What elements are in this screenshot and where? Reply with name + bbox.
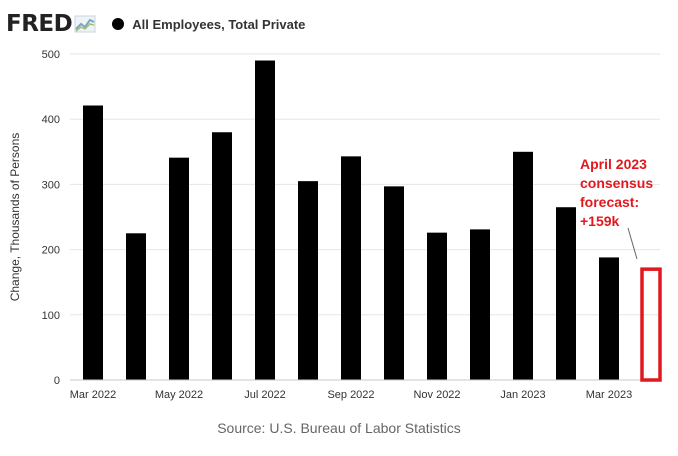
bar-may-2022	[169, 157, 189, 380]
annotation-line: consensus	[580, 175, 654, 191]
y-axis-title-text: Change, Thousands of Persons	[8, 132, 22, 302]
fred-logo: FRED	[6, 11, 73, 37]
bar-chart: 0 100 200 300 400 500 Mar 2022 May 2022 Jul 202…	[42, 49, 662, 401]
bar-jul-2022	[255, 60, 275, 381]
y-tick-label: 400	[42, 114, 60, 126]
y-axis-title: Change, Thousands of Persons	[6, 54, 24, 380]
y-axis-ticks: 0 100 200 300 400 500	[42, 49, 60, 387]
bar-feb-2023	[556, 207, 576, 380]
legend: All Employees, Total Private	[112, 17, 305, 32]
fred-logo-chart-icon	[74, 15, 96, 33]
legend-series-marker	[112, 18, 125, 30]
chart-header: FRED All Employees, Total Private	[6, 10, 305, 38]
x-tick-label: May 2022	[155, 389, 203, 401]
x-axis-ticks: Mar 2022 May 2022 Jul 2022 Sep 2022 Nov 2022…	[70, 379, 660, 401]
bar-aug-2022	[298, 181, 318, 380]
x-tick-label: Mar 2023	[586, 389, 632, 401]
x-tick-label: Jul 2022	[244, 389, 286, 401]
x-tick-label: Jan 2023	[500, 389, 545, 401]
bar-mar-2023	[599, 257, 619, 380]
forecast-annotation: April 2023 consensus forecast: +159k	[580, 155, 676, 231]
annotation-line: April 2023	[580, 156, 647, 172]
y-tick-label: 500	[42, 49, 60, 61]
source-note: Source: U.S. Bureau of Labor Statistics	[217, 420, 461, 436]
annotation-pointer	[627, 227, 638, 260]
x-tick-label: Nov 2022	[413, 389, 460, 401]
forecast-group	[627, 227, 662, 382]
y-tick-label: 100	[42, 310, 60, 322]
bar-apr-2022	[126, 233, 146, 380]
bar-mar-2022	[83, 105, 103, 381]
bar-sep-2022	[341, 156, 361, 380]
bar-jan-2023	[513, 151, 533, 380]
x-tick-label: Mar 2022	[70, 389, 116, 401]
bar-nov-2022	[427, 232, 447, 380]
x-tick-label: Sep 2022	[327, 389, 374, 401]
y-tick-label: 0	[54, 375, 60, 387]
bars	[83, 60, 619, 381]
legend-series-label: All Employees, Total Private	[132, 16, 306, 32]
y-tick-label: 200	[42, 245, 60, 257]
bar-jun-2022	[212, 132, 232, 380]
annotation-line: +159k	[580, 213, 620, 229]
y-tick-label: 300	[42, 179, 60, 191]
bar-oct-2022	[384, 186, 404, 380]
annotation-line: forecast:	[580, 194, 640, 210]
forecast-bar	[640, 267, 662, 382]
bar-dec-2022	[470, 229, 490, 380]
